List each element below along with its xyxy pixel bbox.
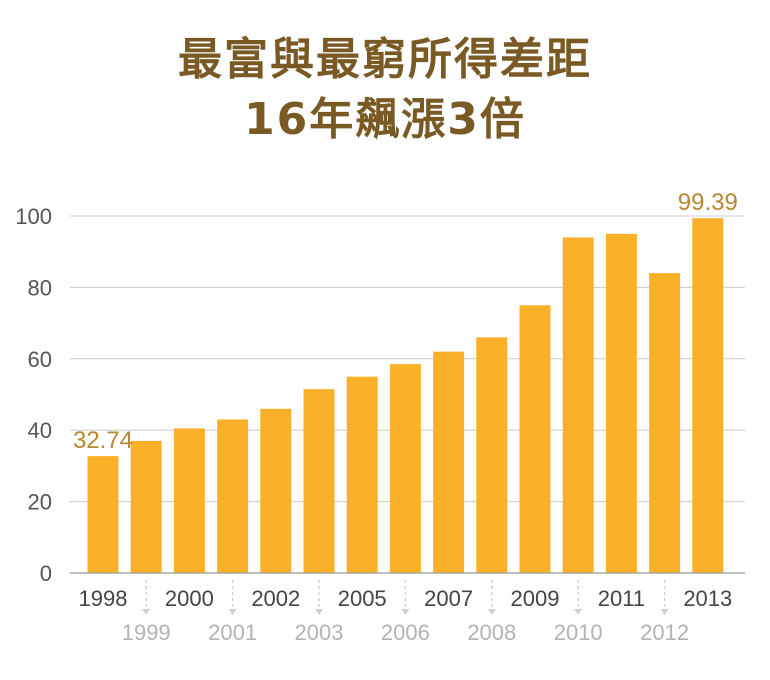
x-tick-label: 2001 (208, 620, 257, 645)
bar-2000 (173, 428, 205, 573)
x-tick-label: 2008 (467, 620, 516, 645)
tick-connector-arrow (401, 609, 410, 615)
tick-connector-arrow (315, 609, 323, 615)
x-tick-label: 2012 (640, 620, 689, 645)
data-label: 32.74 (73, 427, 133, 454)
tick-connector-arrow (660, 609, 669, 615)
x-tick-label: 2009 (511, 586, 560, 611)
bar-2007 (433, 351, 465, 573)
bar-1998 (87, 456, 119, 573)
x-tick-label: 2003 (295, 620, 344, 645)
y-tick-label: 20 (28, 490, 52, 515)
data-label: 99.39 (678, 189, 738, 216)
x-tick-label: 2005 (338, 586, 387, 611)
chart-subtitle: 16年飆漲3倍 (244, 94, 526, 145)
bar-1999 (130, 440, 162, 573)
tick-connector-arrow (142, 609, 151, 615)
x-tick-label: 2010 (554, 620, 603, 645)
x-tick-label: 2002 (251, 586, 300, 611)
x-tick-label: 2013 (683, 586, 732, 611)
tick-connector-arrow (574, 609, 583, 615)
bar-2002 (260, 408, 292, 573)
bar-2009 (519, 305, 551, 573)
y-tick-label: 60 (28, 347, 52, 372)
y-tick-label: 0 (40, 561, 52, 586)
bar-2008 (476, 337, 508, 573)
bar-2010 (562, 237, 594, 574)
y-tick-label: 40 (28, 418, 52, 443)
x-tick-label: 2006 (381, 620, 430, 645)
x-tick-label: 2000 (165, 586, 214, 611)
bar-2011 (605, 233, 637, 573)
bar-2001 (217, 419, 249, 573)
x-tick-label: 2011 (598, 586, 645, 611)
tick-connector-arrow (487, 609, 496, 615)
bar-2005 (346, 376, 378, 573)
x-tick-label: 1999 (122, 620, 171, 645)
bar-2012 (649, 273, 681, 573)
x-tick-label: 1998 (79, 586, 128, 611)
y-tick-label: 100 (15, 204, 52, 229)
y-tick-label: 80 (28, 275, 52, 300)
chart-title: 最富與最窮所得差距 (178, 34, 592, 85)
tick-connector-arrow (228, 609, 237, 615)
x-tick-label: 2007 (424, 586, 473, 611)
bar-2013 (692, 218, 724, 573)
bar-2006 (389, 364, 421, 573)
bar-2003 (303, 389, 335, 573)
